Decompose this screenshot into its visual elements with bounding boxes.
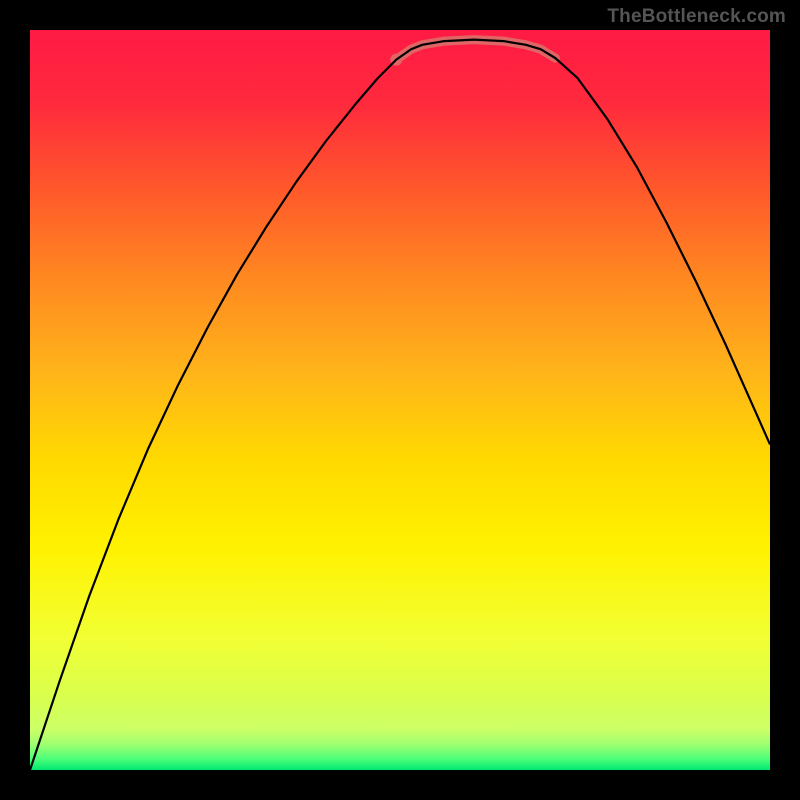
gradient-plot-area bbox=[30, 30, 770, 770]
chart-container: TheBottleneck.com bbox=[0, 0, 800, 800]
chart-svg bbox=[0, 0, 800, 800]
